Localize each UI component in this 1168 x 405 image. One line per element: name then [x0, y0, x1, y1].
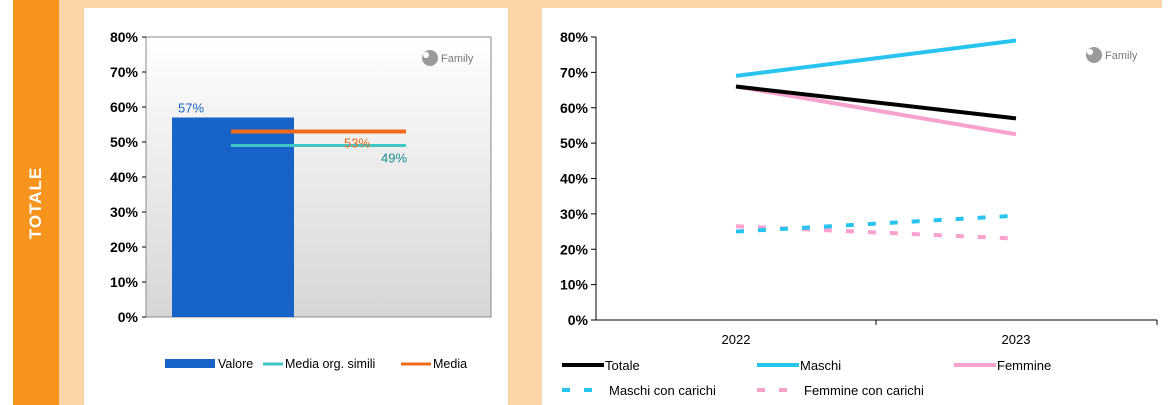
- legend-valore-swatch: [165, 359, 215, 368]
- y-tick-label: 30%: [110, 204, 139, 220]
- y-tick-label: 0%: [568, 312, 589, 328]
- legend-media-simili-label: Media org. simili: [285, 357, 375, 371]
- series-femmine-carichi-line: [735, 224, 1017, 241]
- section-side-bar: [13, 0, 59, 405]
- y-tick-label: 10%: [560, 277, 589, 293]
- line-chart-legend: Totale Maschi Femmine Maschi con carichi…: [562, 358, 1051, 398]
- line-chart-y-axis: 0% 10% 20% 30% 40% 50% 60% 70% 80%: [560, 29, 596, 328]
- legend-totale-label: Totale: [605, 358, 640, 373]
- right-panel-frame: [508, 0, 542, 405]
- y-tick-label: 80%: [110, 29, 139, 45]
- series-totale-line: [735, 84, 1017, 121]
- right-panel-top-border: [542, 0, 1162, 8]
- data-label-media-simili: 49%: [381, 151, 407, 166]
- y-tick-label: 40%: [560, 171, 589, 187]
- bar-chart: 0% 10% 20% 30% 40% 50% 60% 70% 80% 57% 53% 49% Fam…: [110, 29, 492, 371]
- family-logo-icon-detail: [423, 52, 429, 58]
- x-tick-label: 2023: [1002, 332, 1031, 347]
- legend-maschi-label: Maschi: [800, 358, 841, 373]
- bar-valore: [172, 117, 294, 317]
- left-panel-top-border: [84, 0, 508, 8]
- legend-femmine-carichi-label: Femmine con carichi: [804, 383, 924, 398]
- line-chart: 0% 10% 20% 30% 40% 50% 60% 70% 80% 2022 2023 Fami…: [560, 29, 1158, 398]
- legend-valore-label: Valore: [218, 357, 253, 371]
- series-maschi-line: [735, 38, 1017, 78]
- data-label-valore: 57%: [178, 101, 204, 116]
- bar-chart-y-axis: 0% 10% 20% 30% 40% 50% 60% 70% 80%: [110, 29, 146, 325]
- family-logo-text: Family: [1105, 50, 1138, 62]
- line-chart-logo: Family: [1086, 47, 1138, 63]
- data-label-media: 53%: [344, 136, 370, 151]
- y-tick-label: 20%: [560, 241, 589, 257]
- line-chart-x-axis: 2022 2023: [722, 320, 1158, 347]
- x-tick-label: 2022: [722, 332, 751, 347]
- y-tick-label: 0%: [118, 309, 139, 325]
- bar-chart-marks: 57% 53% 49%: [172, 101, 407, 317]
- y-tick-label: 70%: [110, 64, 139, 80]
- family-logo-icon: [1086, 47, 1102, 63]
- line-chart-marks: [735, 38, 1017, 241]
- legend-media-label: Media: [433, 357, 467, 371]
- family-logo-icon-detail: [1087, 49, 1093, 55]
- family-logo-text: Family: [441, 53, 474, 65]
- y-tick-label: 20%: [110, 239, 139, 255]
- y-tick-label: 30%: [560, 206, 589, 222]
- y-tick-label: 70%: [560, 64, 589, 80]
- y-tick-label: 80%: [560, 29, 589, 45]
- bar-chart-logo: Family: [422, 50, 474, 66]
- bar-chart-legend: Valore Media org. simili Media: [165, 357, 467, 371]
- y-tick-label: 50%: [560, 135, 589, 151]
- series-maschi-carichi-line: [735, 213, 1017, 234]
- y-tick-label: 40%: [110, 169, 139, 185]
- legend-maschi-carichi-label: Maschi con carichi: [609, 383, 716, 398]
- y-tick-label: 50%: [110, 134, 139, 150]
- series-femmine-line: [735, 84, 1017, 137]
- family-logo-icon: [422, 50, 438, 66]
- y-tick-label: 10%: [110, 274, 139, 290]
- left-panel-frame: [59, 0, 84, 405]
- y-tick-label: 60%: [110, 99, 139, 115]
- legend-femmine-label: Femmine: [997, 358, 1051, 373]
- y-tick-label: 60%: [560, 100, 589, 116]
